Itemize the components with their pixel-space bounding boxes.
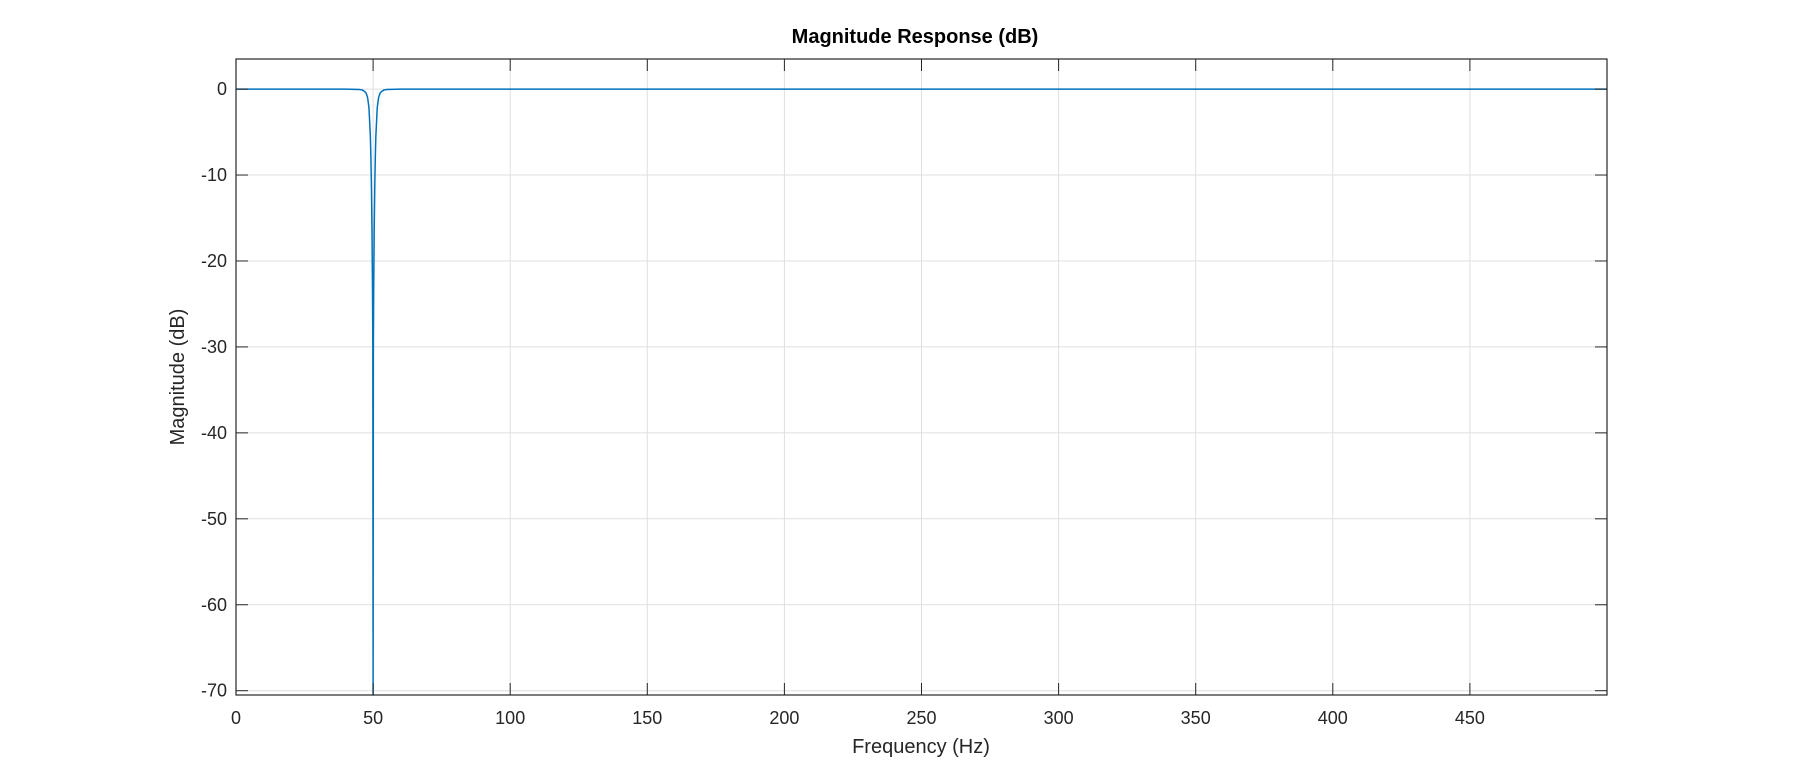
y-tick-label: -60 — [201, 595, 227, 615]
y-tick-label: -70 — [201, 681, 227, 701]
x-axis-label: Frequency (Hz) — [852, 736, 990, 758]
x-tick-label: 400 — [1318, 708, 1348, 728]
y-tick-label: -10 — [201, 165, 227, 185]
series-line-0 — [236, 88, 1607, 696]
chart-title: Magnitude Response (dB) — [792, 26, 1039, 48]
y-tick-label: -50 — [201, 509, 227, 529]
x-tick-label: 200 — [769, 708, 799, 728]
y-tick-label: -40 — [201, 423, 227, 443]
x-tick-label: 150 — [632, 708, 662, 728]
ticks: 0 50 100 150 200 250 300 350 400 450 0 -10 -20 -30 -40… — [201, 59, 1607, 728]
x-tick-label: 450 — [1455, 708, 1485, 728]
x-tick-label: 0 — [231, 708, 241, 728]
y-tick-label: 0 — [217, 79, 227, 99]
y-axis-label: Magnitude (dB) — [167, 309, 189, 446]
x-tick-label: 100 — [495, 708, 525, 728]
x-tick-label: 250 — [906, 708, 936, 728]
x-tick-label: 300 — [1044, 708, 1074, 728]
grid — [235, 59, 1607, 695]
y-tick-label: -30 — [201, 337, 227, 357]
plot-area — [236, 88, 1607, 696]
x-tick-label: 50 — [363, 708, 383, 728]
x-tick-label: 350 — [1181, 708, 1211, 728]
y-tick-label: -20 — [201, 251, 227, 271]
